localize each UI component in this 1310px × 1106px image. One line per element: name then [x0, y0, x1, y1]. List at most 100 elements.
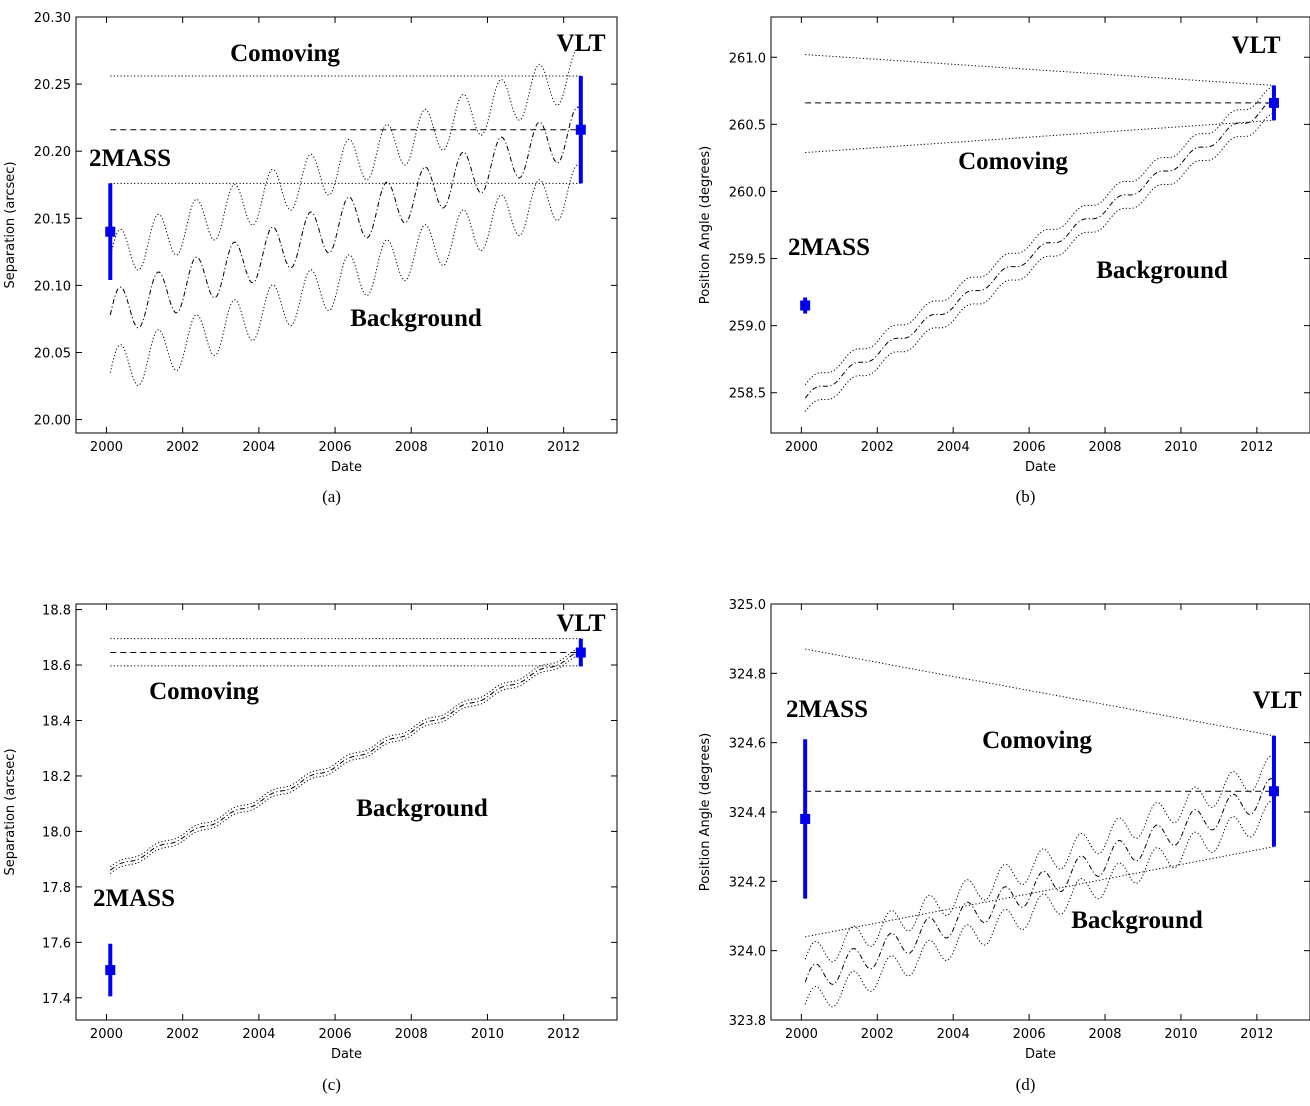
y-tick-label: 260.5 — [729, 118, 766, 133]
x-tick-label: 2012 — [547, 1027, 580, 1042]
x-tick-label: 2002 — [166, 440, 199, 455]
y-tick-label: 261.0 — [729, 51, 766, 66]
y-tick-label: 20.25 — [34, 78, 71, 93]
y-tick-label: 324.8 — [729, 667, 766, 682]
annotation-comoving: Comoving — [958, 148, 1068, 175]
x-tick-label: 2006 — [319, 440, 352, 455]
panel-4: 2000 2002 2004 2006 2008 2010 2012 323.8 324.0 32… — [698, 598, 1310, 1094]
x-tick-label: 2008 — [395, 440, 428, 455]
point-vlt — [575, 647, 586, 658]
y-axis-label: Position Angle (degrees) — [698, 146, 713, 304]
annotation-background: Background — [1096, 257, 1228, 284]
plot-frame — [770, 16, 1310, 434]
panel-caption: (b) — [1016, 487, 1036, 506]
x-tick-label: 2008 — [1088, 440, 1121, 455]
panel-caption: (a) — [322, 487, 341, 506]
background-lower-line — [109, 164, 582, 386]
x-axis-label: Date — [331, 1047, 362, 1062]
background-upper-line — [804, 85, 1275, 386]
background-lower-line — [804, 800, 1275, 1008]
y-tick-label: 17.6 — [42, 936, 71, 951]
comoving-upper-line — [805, 54, 1274, 86]
annotation-2mass: 2MASS — [788, 234, 870, 261]
background-upper-line — [109, 48, 582, 271]
y-tick-label: 323.8 — [729, 1014, 766, 1029]
y-tick-label: 260.0 — [729, 185, 766, 200]
plot-frame — [75, 16, 618, 434]
point-2mass — [105, 226, 116, 237]
x-axis-label: Date — [331, 460, 362, 475]
x-axis-label: Date — [1025, 1047, 1056, 1062]
comoving-lower-line — [805, 119, 1274, 154]
background-center-line — [109, 650, 581, 871]
x-tick-label: 2002 — [861, 440, 894, 455]
panel-1: 2000 2002 2004 2006 2008 2010 2012 20.00 20.05 20… — [3, 11, 618, 506]
x-tick-label: 2002 — [166, 1027, 199, 1042]
annotation-background: Background — [350, 305, 482, 332]
point-2mass — [800, 300, 811, 311]
background-center-line — [804, 99, 1275, 399]
y-tick-label: 18.0 — [42, 825, 71, 840]
x-tick-label: 2006 — [319, 1027, 352, 1042]
x-tick-label: 2010 — [1164, 1027, 1197, 1042]
y-tick-label: 324.0 — [729, 945, 766, 960]
panel-caption: (c) — [322, 1075, 341, 1094]
background-lower-line — [804, 112, 1275, 412]
comoving-upper-line — [805, 648, 1275, 737]
x-tick-label: 2012 — [1240, 1027, 1273, 1042]
annotation-2mass: 2MASS — [93, 885, 175, 912]
y-tick-label: 325.0 — [729, 598, 766, 613]
y-axis-label: Separation (arcsec) — [3, 161, 18, 288]
x-tick-label: 2004 — [242, 1027, 275, 1042]
y-tick-label: 20.05 — [34, 346, 71, 361]
y-tick-label: 259.0 — [729, 320, 766, 335]
annotation-vlt: VLT — [556, 30, 605, 57]
x-tick-label: 2000 — [90, 1027, 123, 1042]
point-2mass — [800, 813, 811, 824]
y-tick-label: 18.6 — [42, 659, 71, 674]
panel-2: 2000 2002 2004 2006 2008 2010 2012 258.5 259.0 25… — [698, 16, 1310, 506]
annotation-background: Background — [1071, 907, 1203, 934]
x-tick-label: 2000 — [785, 440, 818, 455]
x-axis-label: Date — [1025, 460, 1056, 475]
background-upper-line — [804, 755, 1275, 963]
x-tick-label: 2012 — [1240, 440, 1273, 455]
y-tick-label: 18.2 — [42, 770, 71, 785]
y-tick-label: 259.5 — [729, 253, 766, 268]
x-tick-label: 2008 — [1088, 1027, 1121, 1042]
y-tick-label: 17.4 — [42, 992, 71, 1007]
y-tick-label: 20.30 — [34, 11, 71, 26]
y-tick-label: 20.00 — [34, 414, 71, 429]
background-center-line — [109, 106, 582, 329]
comoving-lower-line — [805, 846, 1275, 938]
y-tick-label: 17.8 — [42, 881, 71, 896]
annotation-comoving: Comoving — [230, 40, 340, 67]
y-tick-label: 18.8 — [42, 604, 71, 619]
x-tick-label: 2000 — [785, 1027, 818, 1042]
point-vlt — [1268, 786, 1279, 797]
plot-frame — [770, 603, 1310, 1021]
x-tick-label: 2006 — [1013, 440, 1046, 455]
y-axis-label: Separation (arcsec) — [3, 748, 18, 875]
point-2mass — [105, 965, 116, 976]
y-tick-label: 324.4 — [729, 806, 766, 821]
panel-caption: (d) — [1016, 1075, 1036, 1094]
x-tick-label: 2002 — [861, 1027, 894, 1042]
annotation-2mass: 2MASS — [786, 696, 868, 723]
point-vlt — [575, 124, 586, 135]
panel-3: 2000 2002 2004 2006 2008 2010 2012 17.4 17.6 17.8… — [3, 603, 618, 1094]
x-tick-label: 2004 — [937, 1027, 970, 1042]
y-tick-label: 324.6 — [729, 737, 766, 752]
y-tick-label: 324.2 — [729, 875, 766, 890]
x-tick-label: 2006 — [1013, 1027, 1046, 1042]
annotation-background: Background — [356, 795, 488, 822]
x-tick-label: 2004 — [242, 440, 275, 455]
x-tick-label: 2012 — [547, 440, 580, 455]
x-tick-label: 2008 — [395, 1027, 428, 1042]
plot-frame — [75, 603, 618, 1021]
annotation-vlt: VLT — [1252, 687, 1301, 714]
y-tick-label: 18.4 — [42, 714, 71, 729]
annotation-comoving: Comoving — [149, 678, 259, 705]
background-center-line — [804, 778, 1275, 985]
